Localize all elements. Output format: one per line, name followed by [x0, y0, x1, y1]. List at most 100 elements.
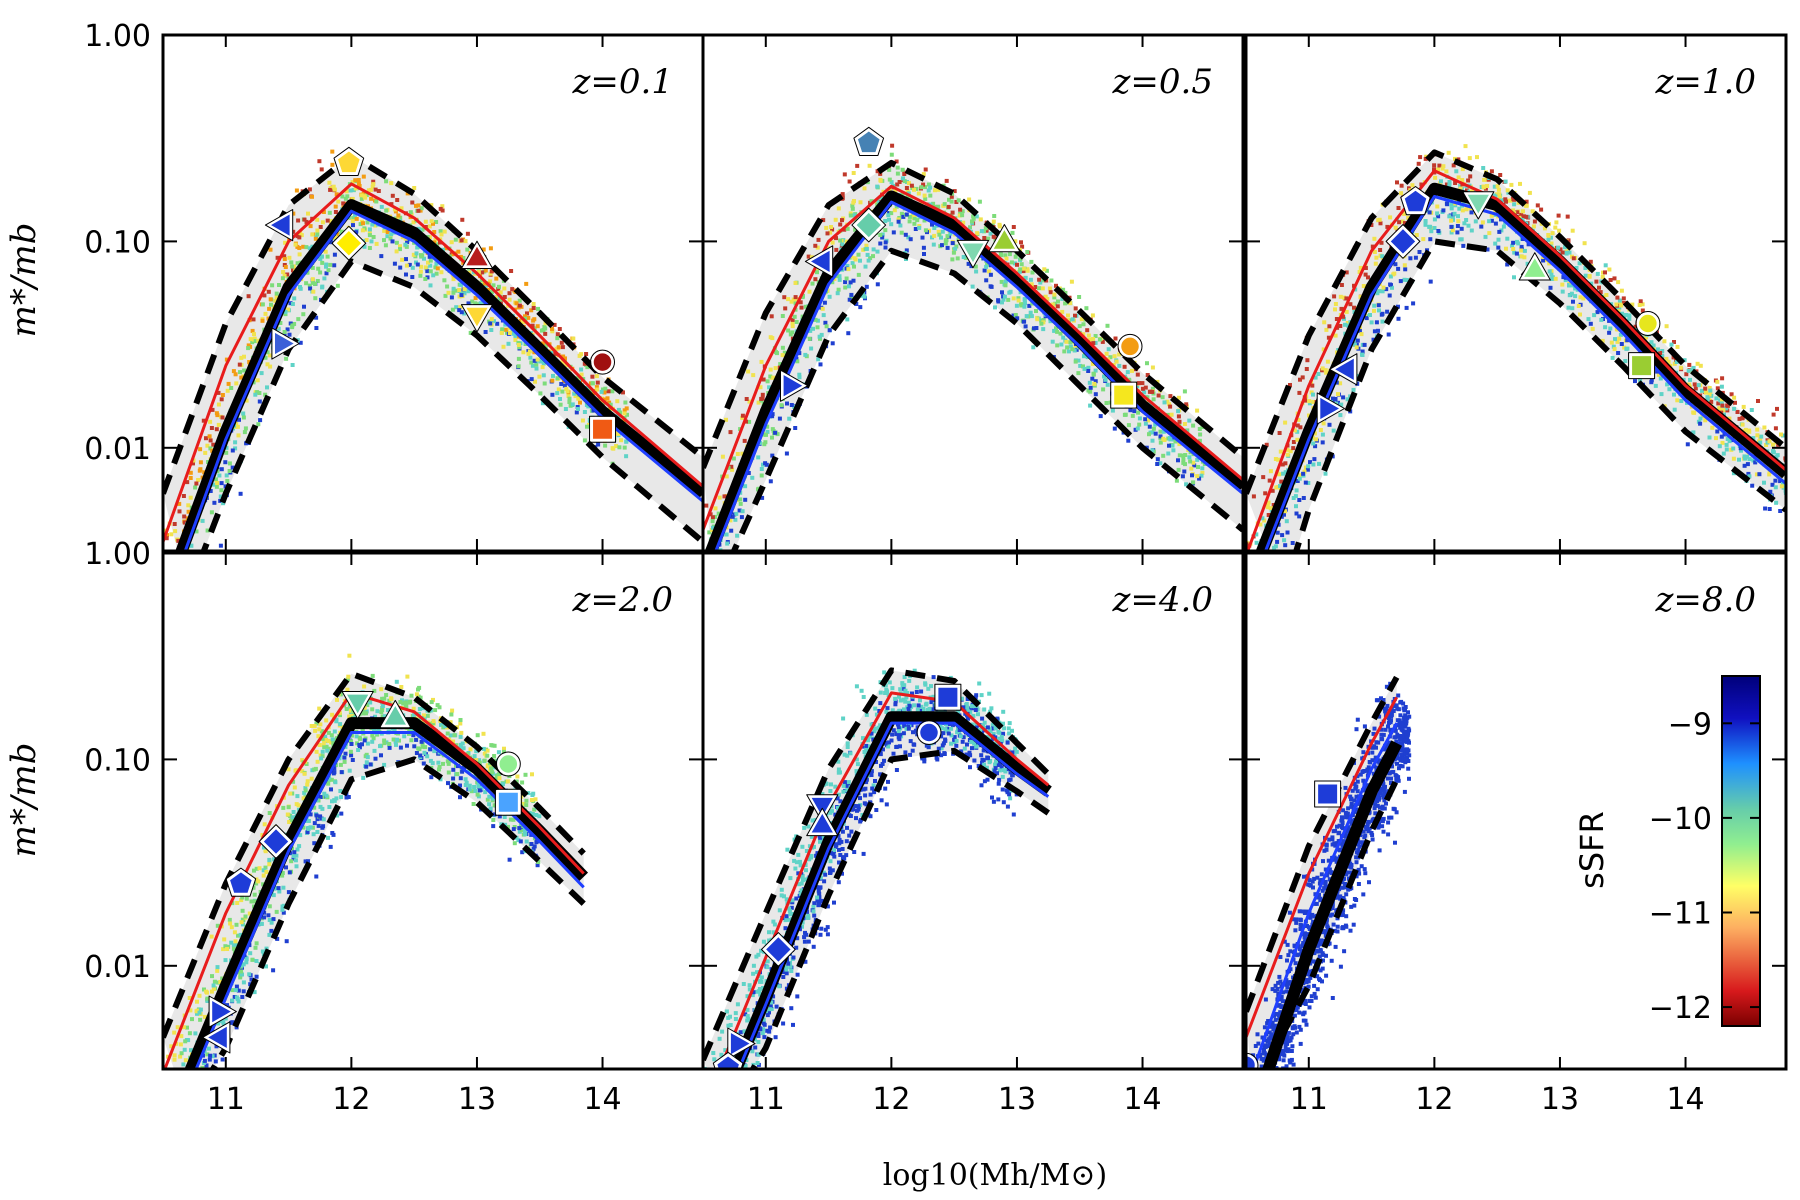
scatter-point	[793, 281, 798, 285]
scatter-point	[1449, 206, 1454, 211]
scatter-point	[211, 986, 216, 991]
scatter-point	[727, 562, 731, 566]
marker-triangle-down	[462, 304, 492, 331]
scatter-point	[815, 318, 820, 323]
scatter-point	[1447, 183, 1452, 188]
scatter-point	[1473, 219, 1478, 224]
scatter-point	[491, 824, 496, 829]
scatter-point	[205, 443, 210, 448]
scatter-point	[1363, 272, 1368, 277]
scatter-point	[226, 944, 231, 949]
scatter-point	[617, 445, 622, 450]
scatter-point	[1504, 199, 1508, 204]
scatter-point	[1376, 328, 1380, 333]
scatter-point	[971, 214, 976, 219]
scatter-point	[1019, 262, 1024, 267]
scatter-point	[255, 378, 260, 383]
scatter-point	[223, 484, 228, 489]
scatter-point	[394, 742, 398, 747]
scatter-point	[1324, 370, 1329, 375]
scatter-point	[517, 829, 522, 834]
scatter-point	[495, 321, 500, 326]
scatter-point	[1753, 460, 1758, 465]
scatter-point	[847, 297, 852, 302]
scatter-point	[1150, 438, 1155, 443]
scatter-point	[264, 946, 269, 951]
scatter-point	[1674, 360, 1679, 364]
scatter-point	[1274, 485, 1279, 490]
scatter-point	[1090, 361, 1095, 366]
scatter-point	[347, 768, 352, 773]
scatter-point	[783, 306, 788, 311]
scatter-point	[1554, 220, 1559, 225]
scatter-point	[195, 999, 199, 1004]
scatter-point	[310, 265, 315, 270]
scatter-point	[307, 187, 312, 192]
scatter-point	[1419, 182, 1424, 187]
marker-triangle-up	[462, 242, 492, 269]
scatter-point	[1757, 472, 1762, 477]
scatter-point	[465, 231, 470, 236]
scatter-point	[239, 355, 244, 360]
scatter-point	[191, 1098, 195, 1102]
scatter-point	[186, 1076, 190, 1080]
marker-triangle-up	[1520, 253, 1550, 280]
scatter-point	[378, 744, 382, 749]
scatter-point	[825, 231, 830, 236]
scatter-point	[301, 312, 306, 317]
scatter-point	[440, 204, 445, 209]
scatter-point	[1737, 457, 1741, 462]
scatter-point	[746, 369, 751, 374]
scatter-point	[1068, 301, 1073, 306]
scatter-point	[1588, 321, 1593, 326]
scatter-point	[551, 373, 555, 378]
scatter-point	[1695, 361, 1700, 366]
scatter-point	[1081, 322, 1086, 327]
scatter-point	[321, 743, 326, 748]
scatter-point	[734, 511, 739, 516]
scatter-point	[1603, 270, 1607, 275]
scatter-point	[610, 389, 615, 394]
scatter-point	[1435, 204, 1440, 209]
scatter-point	[1560, 250, 1565, 255]
scatter-point	[742, 438, 747, 443]
scatter-point	[1068, 340, 1073, 345]
scatter-point	[1724, 442, 1729, 447]
scatter-point	[827, 328, 832, 333]
scatter-point	[162, 1182, 166, 1186]
scatter-point	[624, 406, 629, 411]
scatter-point	[1640, 302, 1645, 307]
scatter-point	[1078, 363, 1083, 368]
scatter-point	[1590, 326, 1595, 331]
scatter-point	[878, 178, 883, 183]
scatter-point	[1612, 347, 1617, 352]
scatter-point	[205, 999, 210, 1003]
scatter-point	[1064, 339, 1069, 344]
scatter-point	[492, 754, 497, 758]
scatter-point	[896, 219, 901, 224]
scatter-point	[199, 562, 203, 566]
scatter-point	[428, 258, 433, 263]
scatter-point	[304, 219, 309, 224]
scatter-point	[462, 291, 467, 296]
scatter-point	[1037, 286, 1041, 291]
panel-plot-area	[163, 146, 703, 585]
scatter-point	[529, 377, 534, 382]
scatter-point	[511, 331, 516, 336]
scatter-point	[835, 291, 840, 296]
scatter-point	[735, 533, 740, 538]
scatter-point	[584, 352, 589, 356]
scatter-point	[563, 407, 568, 411]
scatter-point	[423, 219, 428, 224]
scatter-point	[171, 581, 175, 585]
scatter-point	[1355, 338, 1360, 343]
scatter-point	[1199, 473, 1204, 478]
scatter-point	[200, 1086, 204, 1090]
scatter-point	[170, 1131, 174, 1135]
scatter-point	[1168, 436, 1172, 440]
scatter-point	[1187, 418, 1192, 423]
scatter-point	[595, 387, 600, 392]
scatter-point	[326, 268, 331, 273]
scatter-point	[1550, 275, 1555, 280]
scatter-point	[236, 988, 241, 993]
